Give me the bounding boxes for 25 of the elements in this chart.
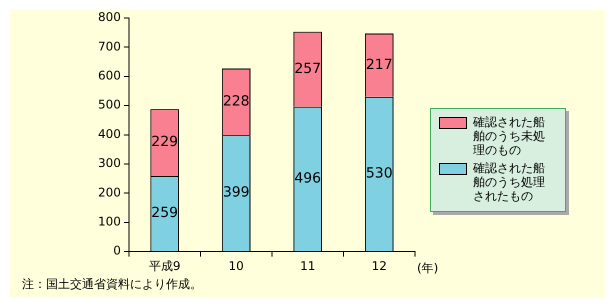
data-label: 228	[222, 93, 250, 110]
x-tick-label: 10	[228, 258, 244, 273]
text: 注：国土交通省資料により作成。	[22, 276, 202, 293]
y-tick-label: 200	[98, 185, 121, 200]
x-tick-label: 12	[372, 258, 387, 273]
x-tick-label: 平成9	[148, 258, 180, 273]
data-label: 496	[294, 170, 322, 187]
data-label: 259	[151, 205, 178, 222]
y-tick-label: 300	[98, 156, 121, 170]
y-tick-label: 700	[98, 39, 121, 54]
y-tick-label: 500	[98, 98, 121, 112]
y-tick-label: 0	[113, 244, 121, 258]
legend-label: 確認された船舶のうち処理されたもの	[473, 161, 546, 203]
data-label: 399	[222, 184, 250, 201]
legend-label: 確認された船舶のうち未処理のもの	[473, 115, 546, 157]
x-tick-label: 11	[300, 258, 316, 273]
data-label: 229	[151, 134, 178, 150]
data-label: 530	[366, 166, 393, 182]
x-axis-title: (年)	[417, 261, 438, 276]
data-label: 217	[366, 56, 393, 73]
y-tick-label: 400	[98, 126, 121, 141]
y-tick-label: 100	[98, 214, 121, 229]
y-tick-label: 600	[98, 68, 121, 83]
data-label: 257	[294, 60, 322, 77]
y-tick-label: 800	[98, 10, 121, 24]
